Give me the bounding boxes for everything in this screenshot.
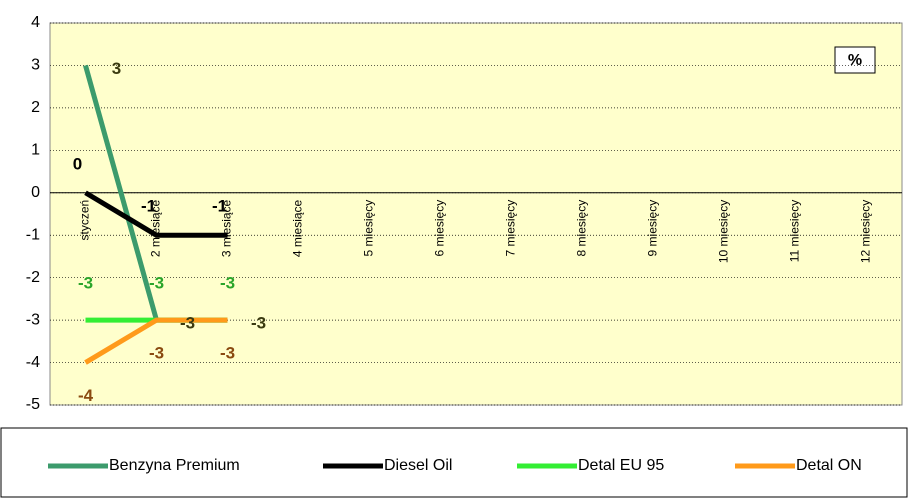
- unit-box: [834, 46, 876, 74]
- x-tick-label: styczeń: [78, 200, 92, 241]
- unit-label: %: [848, 52, 862, 69]
- y-tick-label: 4: [31, 14, 40, 31]
- data-label: 0: [73, 154, 82, 173]
- x-tick-label: 9 miesięcy: [646, 200, 660, 257]
- data-label: -3: [149, 274, 164, 293]
- data-label: -3: [220, 344, 235, 363]
- data-label: -4: [78, 386, 94, 405]
- x-tick-label: 4 miesiące: [291, 199, 305, 257]
- data-label: -1: [141, 197, 156, 216]
- legend-label: Benzyna Premium: [109, 457, 240, 474]
- y-tick-label: -1: [26, 226, 40, 243]
- data-label: -3: [180, 314, 195, 333]
- data-label: -3: [220, 274, 235, 293]
- data-label: -3: [78, 274, 93, 293]
- legend: [0, 427, 908, 498]
- data-label: -3: [251, 314, 266, 333]
- data-label: 3: [112, 59, 121, 78]
- y-tick-label: 0: [31, 184, 40, 201]
- x-tick-label: 12 miesięcy: [859, 200, 873, 263]
- data-label: -3: [149, 344, 164, 363]
- x-tick-label: 3 miesiące: [220, 199, 234, 257]
- legend-label: Detal ON: [796, 457, 862, 474]
- plot-area: [49, 22, 903, 406]
- y-tick-label: 1: [31, 142, 40, 159]
- y-tick-label: -5: [26, 396, 40, 413]
- x-tick-label: 5 miesięcy: [362, 200, 376, 257]
- series-line: [84, 190, 228, 238]
- y-tick-label: -2: [26, 269, 40, 286]
- x-tick-label: 11 miesięcy: [788, 200, 802, 262]
- y-tick-label: -3: [26, 311, 40, 328]
- legend-label: Detal EU 95: [578, 457, 664, 474]
- x-tick-label: 10 miesięcy: [717, 200, 731, 263]
- y-tick-label: 2: [31, 99, 40, 116]
- data-label: -1: [212, 197, 227, 216]
- y-tick-label: 3: [31, 57, 40, 74]
- x-tick-label: 2 miesiące: [149, 199, 163, 257]
- x-tick-label: 6 miesięcy: [433, 200, 447, 257]
- legend-label: Diesel Oil: [384, 457, 452, 474]
- series-line: [84, 317, 228, 365]
- x-tick-label: 7 miesięcy: [504, 200, 518, 257]
- x-tick-label: 8 miesięcy: [575, 200, 589, 257]
- y-tick-label: -4: [26, 354, 40, 371]
